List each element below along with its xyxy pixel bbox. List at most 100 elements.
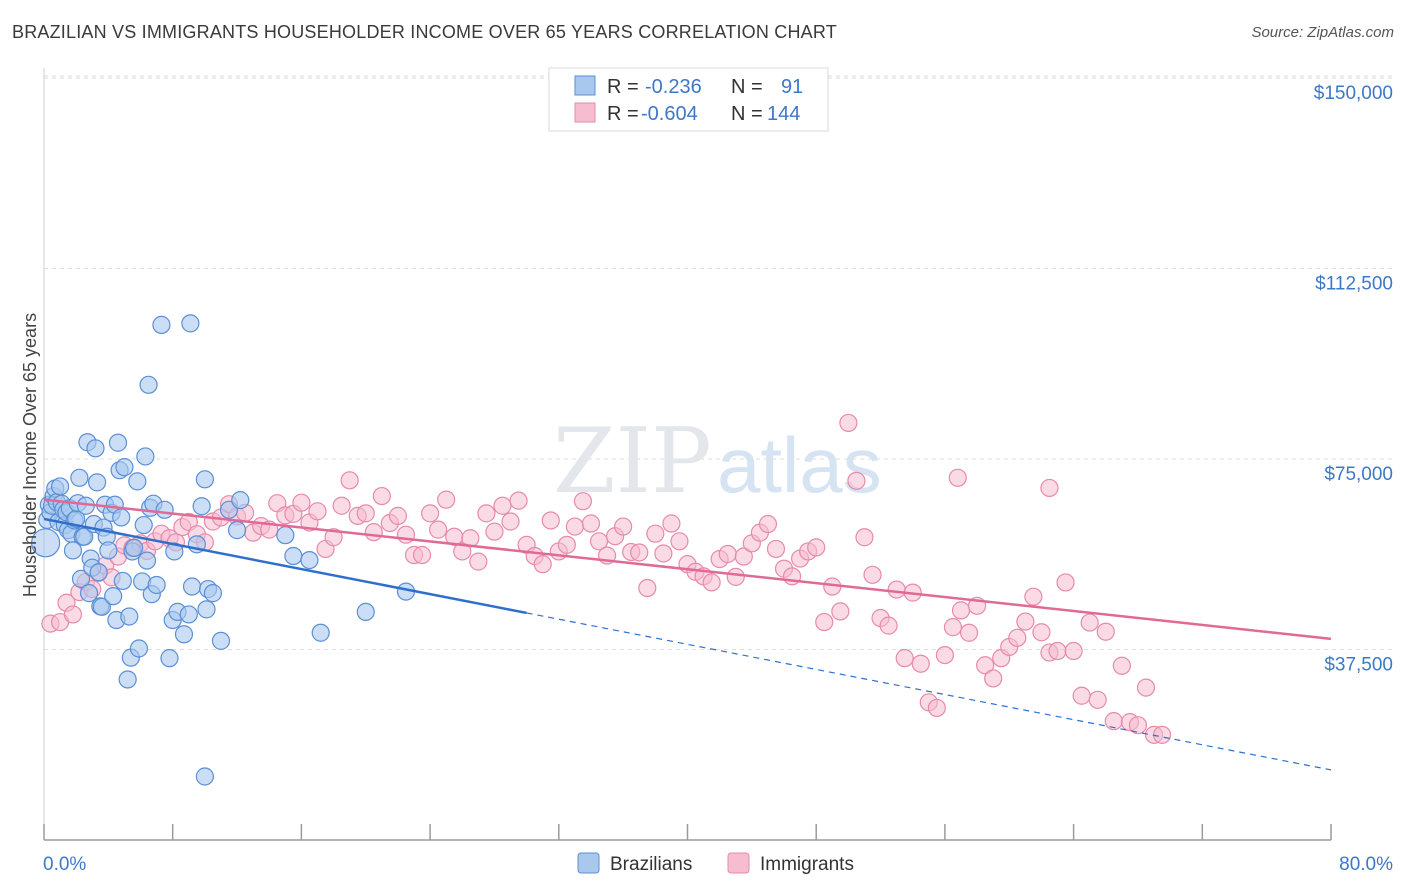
brazilians-trend-extension bbox=[526, 612, 1332, 771]
immigrants-point bbox=[1088, 690, 1107, 709]
immigrants-point bbox=[477, 504, 496, 523]
brazilians-point bbox=[87, 473, 107, 492]
legend-r-label: R = bbox=[607, 76, 639, 98]
immigrants-point bbox=[292, 493, 311, 512]
immigrants-point bbox=[493, 496, 512, 515]
immigrants-point bbox=[509, 491, 528, 510]
immigrants-point bbox=[638, 578, 657, 598]
immigrants-point bbox=[372, 486, 391, 506]
axis-layer: $37,500 $75,000 $112,500 $150,000 0.0% 80.0% bbox=[43, 68, 1393, 875]
immigrants-point bbox=[63, 605, 83, 624]
immigrants-point bbox=[935, 645, 955, 665]
immigrants-point bbox=[1136, 678, 1156, 697]
immigrants-point bbox=[581, 514, 601, 533]
bottom-legend-swatch-brazilians bbox=[577, 852, 600, 874]
y-tick-label: $37,500 bbox=[1324, 655, 1393, 676]
immigrants-point bbox=[1152, 725, 1172, 744]
immigrants-point bbox=[847, 471, 866, 490]
brazilians-point bbox=[71, 569, 91, 588]
immigrants-point bbox=[654, 544, 673, 563]
bottom-legend-label-brazilians: Brazilians bbox=[610, 854, 692, 875]
immigrants-point bbox=[943, 618, 963, 637]
brazilians-point bbox=[108, 433, 128, 452]
x-tick-label-end: 80.0% bbox=[1339, 854, 1393, 875]
immigrants-point bbox=[670, 532, 689, 551]
immigrants-point bbox=[855, 528, 874, 547]
immigrants-point bbox=[437, 490, 456, 509]
immigrants-trend-line bbox=[43, 498, 1332, 641]
brazilians-point bbox=[124, 538, 144, 558]
immigrants-point bbox=[726, 567, 745, 586]
immigrants-point bbox=[1024, 587, 1043, 606]
y-tick-label: $112,500 bbox=[1315, 274, 1393, 295]
immigrants-point bbox=[501, 512, 520, 531]
legend-n-value-immigrants: 144 bbox=[767, 103, 800, 125]
brazilians-point bbox=[104, 587, 123, 606]
brazilians-point bbox=[211, 631, 231, 650]
legend-r-value-immigrants: -0.604 bbox=[641, 103, 698, 125]
immigrants-point bbox=[1040, 478, 1059, 498]
brazilians-point bbox=[136, 447, 155, 466]
immigrants-point bbox=[976, 656, 995, 675]
top-legend: R = -0.236 N = 91 R = -0.604 N = 144 bbox=[548, 67, 829, 132]
brazilians-point bbox=[152, 315, 171, 334]
brazilians-point bbox=[155, 500, 174, 519]
brazilians-point bbox=[99, 541, 118, 560]
brazilians-point bbox=[128, 472, 147, 491]
brazilians-point bbox=[79, 584, 99, 603]
bottom-legend-label-immigrants: Immigrants bbox=[760, 854, 854, 875]
y-axis-label: Householder Income Over 65 years bbox=[20, 313, 40, 597]
brazilians-point bbox=[139, 375, 158, 394]
brazilians-point bbox=[118, 670, 137, 689]
immigrants-point bbox=[758, 514, 778, 534]
brazilians-point bbox=[129, 639, 149, 658]
immigrants-point bbox=[1048, 641, 1067, 661]
x-tick-label-start: 0.0% bbox=[43, 854, 86, 875]
immigrants-point bbox=[984, 669, 1003, 688]
immigrants-point bbox=[324, 528, 343, 547]
immigrants-point bbox=[927, 698, 946, 718]
brazilians-point bbox=[50, 477, 70, 496]
immigrants-point bbox=[364, 523, 383, 542]
immigrants-point bbox=[879, 616, 898, 635]
brazilians-point bbox=[197, 600, 216, 619]
immigrants-point bbox=[485, 522, 504, 541]
immigrants-point bbox=[614, 517, 633, 536]
immigrants-point bbox=[1032, 623, 1051, 642]
immigrants-point bbox=[541, 511, 560, 530]
immigrants-point bbox=[1096, 622, 1115, 641]
bottom-legend-swatch-immigrants bbox=[727, 852, 750, 874]
brazilians-point bbox=[179, 605, 198, 624]
immigrants-point bbox=[766, 539, 786, 559]
immigrants-point bbox=[557, 535, 576, 554]
immigrants-point bbox=[573, 492, 593, 511]
legend-n-value-brazilians: 91 bbox=[781, 76, 803, 98]
immigrants-point bbox=[951, 601, 971, 620]
immigrants-point bbox=[1008, 628, 1027, 647]
immigrants-point bbox=[959, 623, 979, 642]
legend-swatch-immigrants bbox=[574, 102, 596, 123]
brazilians-point bbox=[300, 550, 319, 570]
brazilians-point bbox=[134, 515, 153, 535]
immigrants-point bbox=[948, 468, 967, 487]
brazilians-point bbox=[120, 607, 139, 626]
brazilians-point bbox=[311, 623, 330, 642]
immigrants-point bbox=[839, 413, 858, 433]
immigrants-point bbox=[356, 504, 375, 523]
immigrants-point bbox=[807, 538, 826, 557]
immigrants-point bbox=[734, 547, 753, 566]
legend-r-label-2: R = bbox=[607, 103, 639, 125]
brazilians-point bbox=[195, 767, 214, 786]
brazilians-point bbox=[192, 497, 211, 516]
immigrants-point bbox=[308, 502, 327, 521]
immigrants-point bbox=[863, 565, 882, 584]
immigrants-point bbox=[1016, 612, 1035, 631]
watermark-atlas: atlas bbox=[717, 421, 882, 509]
immigrants-point bbox=[702, 573, 721, 592]
brazilians-point bbox=[70, 468, 89, 487]
brazilians-trend-line bbox=[43, 517, 527, 615]
y-tick-label: $150,000 bbox=[1314, 83, 1393, 104]
brazilians-point bbox=[227, 521, 247, 540]
watermark: ZIP atlas bbox=[553, 409, 882, 514]
brazilians-point bbox=[174, 625, 194, 644]
